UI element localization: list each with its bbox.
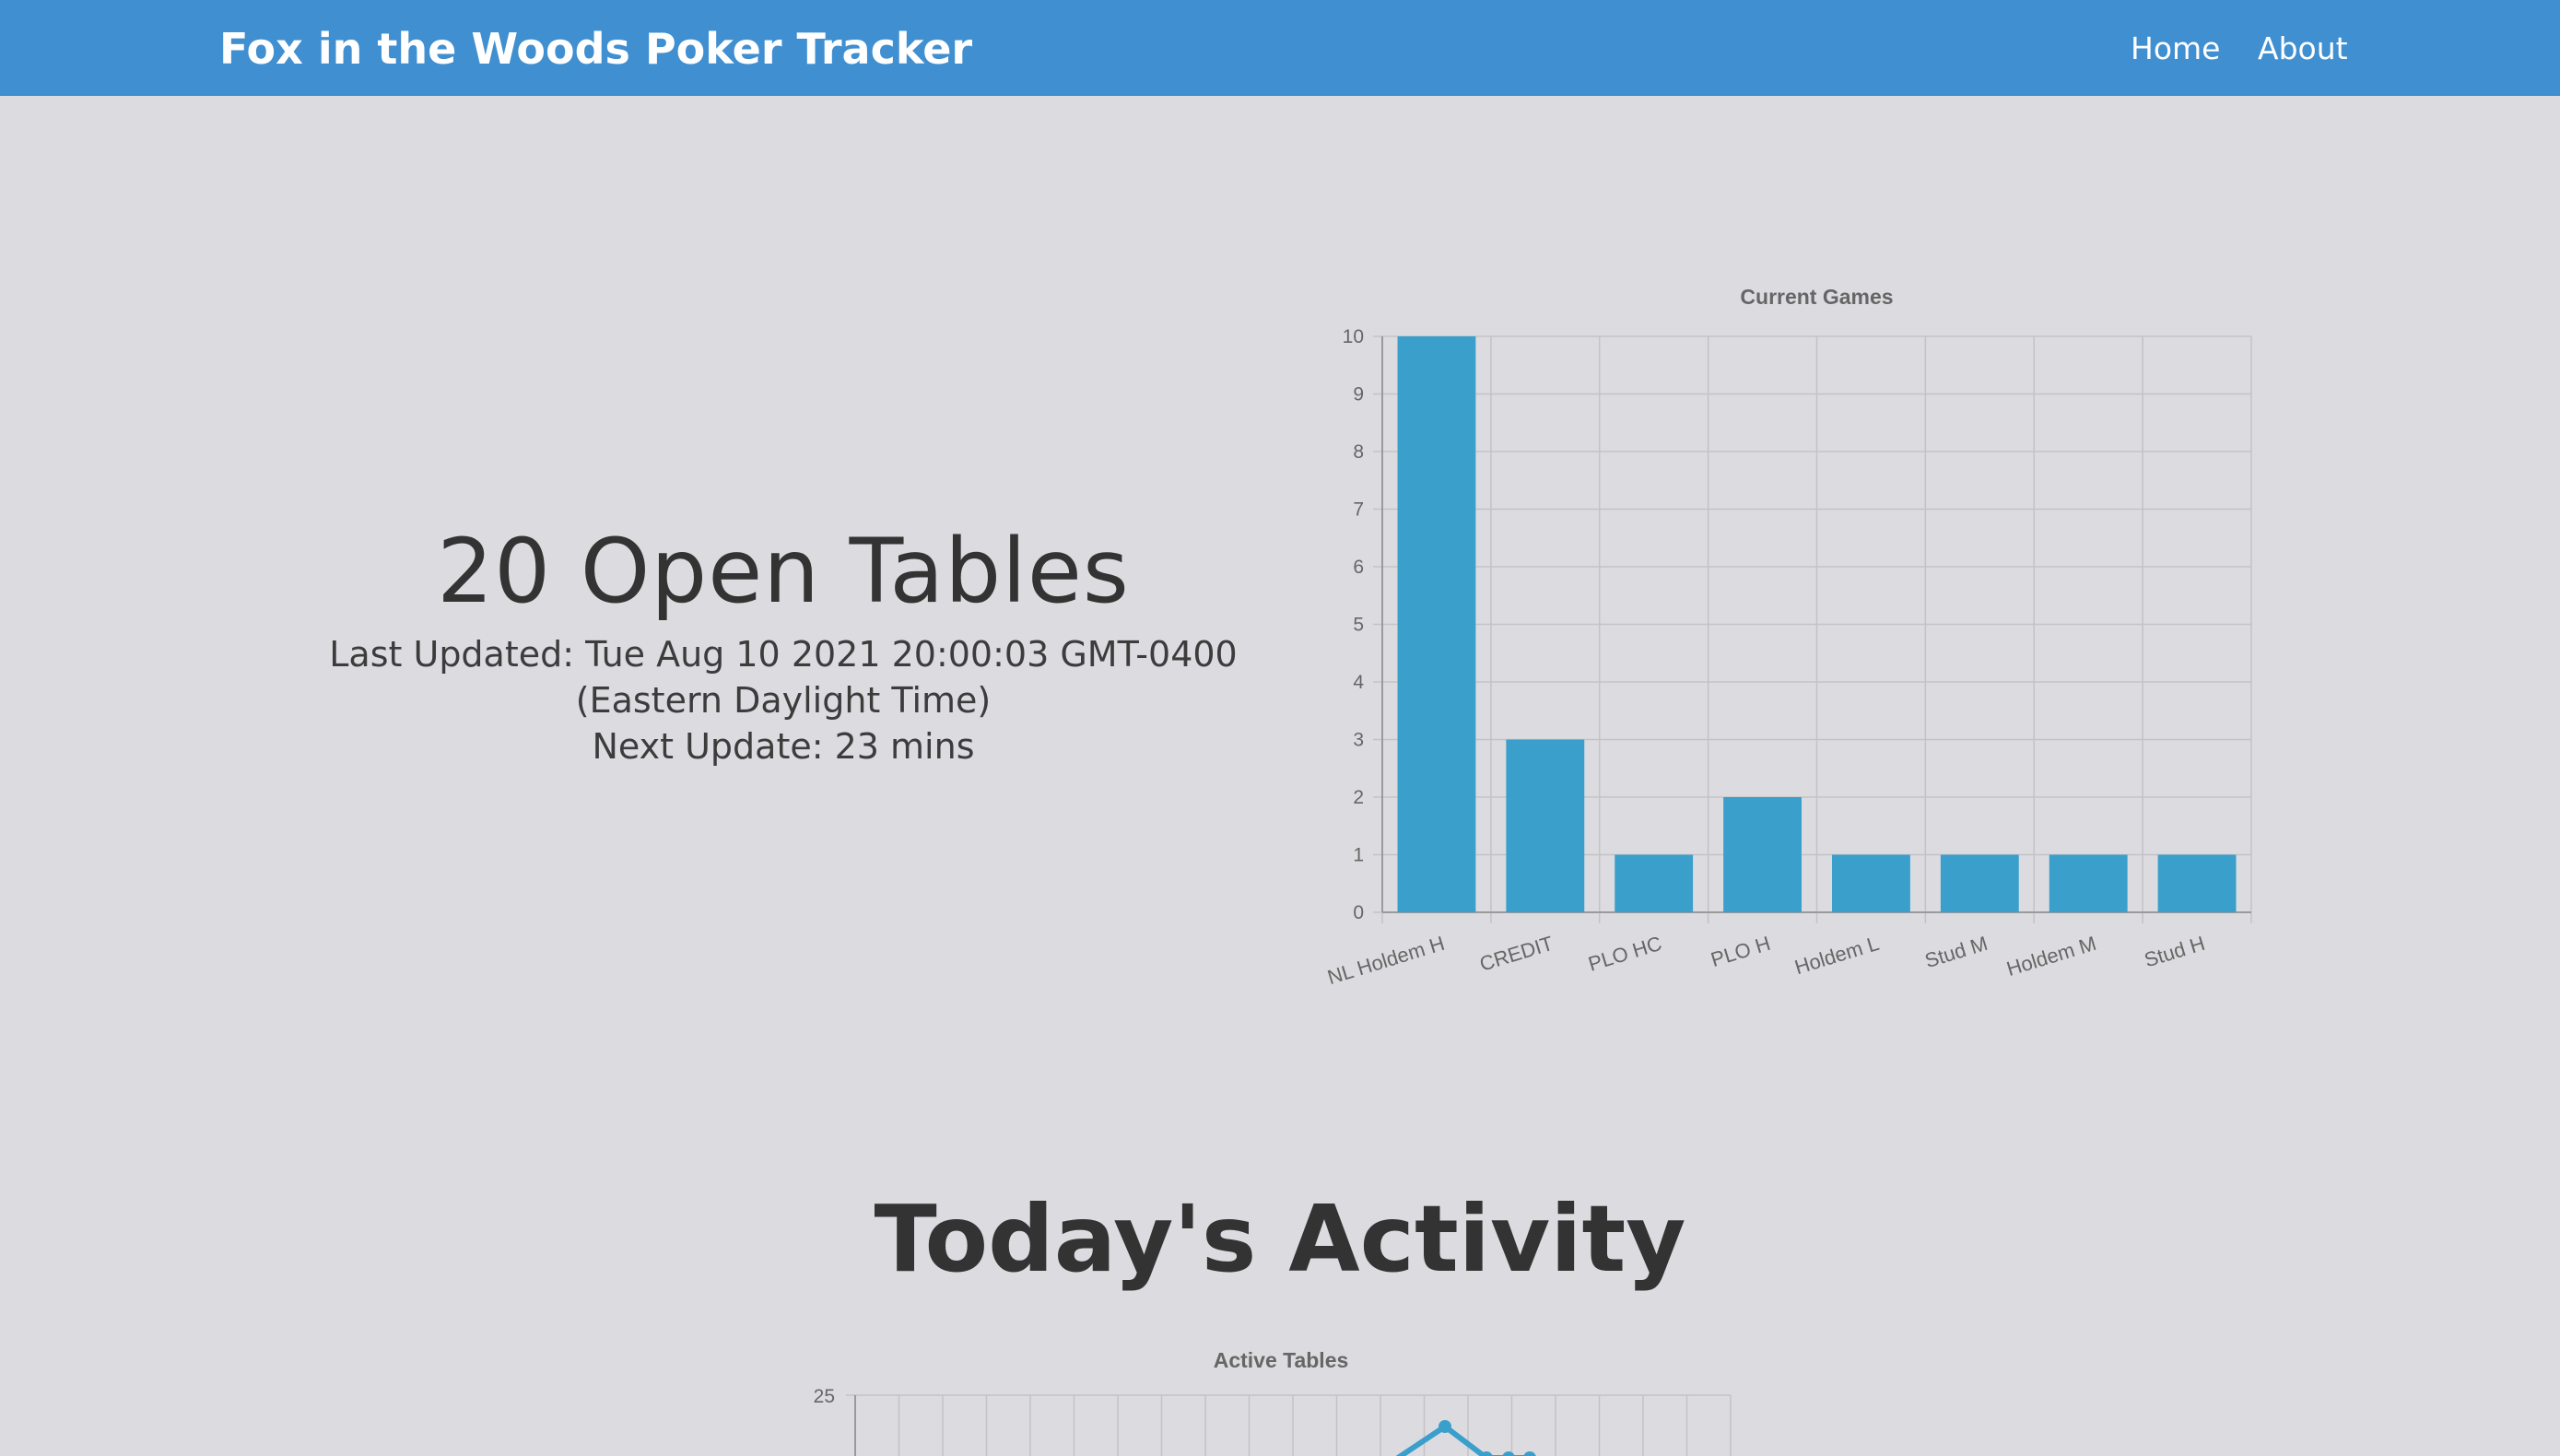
series-line (1395, 1424, 1532, 1456)
x-tick-label: CREDIT (1477, 932, 1556, 976)
x-tick-label: NL Holdem H (1325, 932, 1448, 989)
last-updated-text: Last Updated: Tue Aug 10 2021 20:00:03 G… (329, 634, 1238, 675)
bar-nl-holdem-h (1397, 336, 1476, 912)
y-tick-label: 7 (1353, 499, 1364, 521)
data-point (1523, 1451, 1536, 1456)
y-tick-label: 0 (1353, 902, 1364, 923)
y-tick-label: 4 (1353, 672, 1364, 693)
bar-plo-hc (1615, 854, 1694, 912)
x-tick-label: Stud M (1922, 932, 1990, 972)
nav-link-home[interactable]: Home (2131, 30, 2221, 66)
x-tick-label: Holdem L (1792, 932, 1882, 979)
open-tables-heading: 20 Open Tables (437, 520, 1130, 623)
x-tick-label: PLO HC (1585, 932, 1664, 976)
y-tick-label: 2 (1353, 787, 1364, 808)
activity-heading: Today's Activity (874, 1185, 1686, 1293)
next-update-text: Next Update: 23 mins (592, 726, 975, 767)
y-tick-label: 10 (1343, 326, 1364, 347)
y-tick-label: 9 (1353, 384, 1364, 405)
bar-holdem-l (1832, 854, 1910, 912)
x-tick-label: Stud H (2142, 932, 2208, 972)
bar-plo-h (1723, 797, 1802, 912)
x-tick-label: Holdem M (2003, 932, 2098, 980)
bar-stud-m (1940, 854, 2019, 912)
y-tick-label: 8 (1353, 441, 1364, 463)
y-tick-label: 25 (814, 1386, 835, 1407)
data-point (1439, 1420, 1451, 1433)
navbar: Fox in the Woods Poker Tracker Home Abou… (0, 0, 2560, 96)
active-tables-chart: Active Tables 25 (814, 1348, 1732, 1456)
timezone-text: (Eastern Daylight Time) (575, 680, 992, 721)
y-tick-label: 6 (1353, 557, 1364, 578)
bar-stud-h (2157, 854, 2237, 912)
status-summary: 20 Open Tables Last Updated: Tue Aug 10 … (276, 511, 1290, 769)
chart-title: Current Games (1740, 285, 1893, 309)
brand-title[interactable]: Fox in the Woods Poker Tracker (219, 24, 973, 74)
y-tick-label: 5 (1353, 615, 1364, 636)
y-tick-label: 1 (1353, 845, 1364, 866)
data-point (1480, 1451, 1493, 1456)
bar-credit (1506, 739, 1585, 912)
chart-title: Active Tables (1214, 1348, 1349, 1372)
bar-holdem-m (2049, 854, 2128, 912)
nav-link-about[interactable]: About (2258, 30, 2348, 66)
data-point (1502, 1451, 1515, 1456)
current-games-chart: Current Games 0 1 2 3 4 5 6 7 8 9 10 NL Holdem H CRED… (1325, 285, 2252, 989)
x-tick-label: PLO H (1709, 932, 1773, 971)
y-tick-label: 3 (1353, 730, 1364, 751)
